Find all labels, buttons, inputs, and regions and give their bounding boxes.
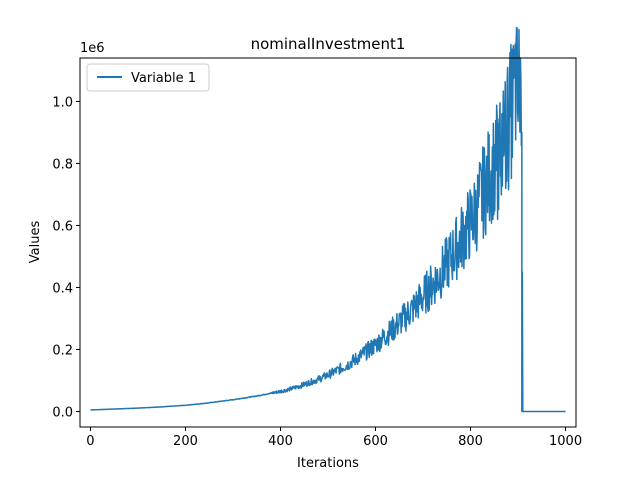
legend-entry: Variable 1: [131, 71, 196, 86]
y-tick-label: 1.0: [52, 95, 73, 110]
y-tick-label: 0.0: [52, 405, 73, 420]
y-tick-label: 0.6: [52, 219, 73, 234]
x-tick-label: 800: [458, 434, 483, 449]
x-tick-label: 400: [268, 434, 293, 449]
plot-frame: [79, 57, 577, 428]
x-tick-label: 1000: [549, 434, 582, 449]
y-tick-label: 0.8: [52, 157, 73, 172]
x-axis: 0 200 400 600 800 1000: [86, 427, 582, 449]
legend-box: [86, 63, 210, 92]
chart-title: nominalInvestment1: [251, 35, 406, 53]
x-axis-label: Iterations: [297, 456, 359, 471]
legend: Variable 1: [86, 63, 210, 92]
y-axis-label: Values: [28, 221, 43, 264]
y-offset-label: 1e6: [80, 41, 105, 56]
series-line-variable-1: [90, 26, 566, 413]
plot-area: [90, 26, 566, 413]
x-tick-label: 0: [86, 434, 94, 449]
y-axis: 0.0 0.2 0.4 0.6 0.8 1.0: [52, 95, 80, 420]
x-tick-label: 600: [363, 434, 388, 449]
y-tick-label: 0.4: [52, 281, 73, 296]
y-tick-label: 0.2: [52, 343, 73, 358]
x-tick-label: 200: [173, 434, 198, 449]
